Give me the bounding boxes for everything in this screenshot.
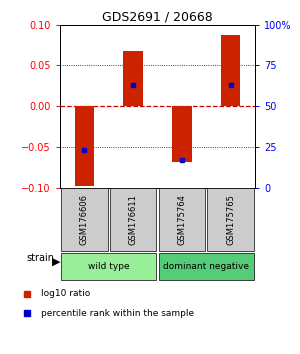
Bar (159, 188, 205, 251)
Text: GSM175765: GSM175765 (226, 194, 235, 245)
Text: GSM175764: GSM175764 (177, 194, 186, 245)
Title: GDS2691 / 20668: GDS2691 / 20668 (102, 11, 213, 24)
Bar (221, 35, 240, 106)
Text: percentile rank within the sample: percentile rank within the sample (41, 309, 194, 318)
Text: GSM176606: GSM176606 (80, 194, 89, 245)
Text: dominant negative: dominant negative (163, 262, 249, 271)
Bar (110, 188, 156, 251)
Text: GSM176611: GSM176611 (129, 194, 138, 245)
Bar (123, 51, 143, 106)
Text: log10 ratio: log10 ratio (41, 289, 91, 298)
Text: wild type: wild type (88, 262, 130, 271)
Bar (208, 188, 254, 251)
Text: ▶: ▶ (52, 257, 61, 267)
Bar (61, 188, 107, 251)
Text: strain: strain (26, 252, 54, 263)
Bar (75, 106, 94, 186)
Bar (61, 253, 156, 280)
Bar (172, 106, 192, 161)
Bar (159, 253, 254, 280)
